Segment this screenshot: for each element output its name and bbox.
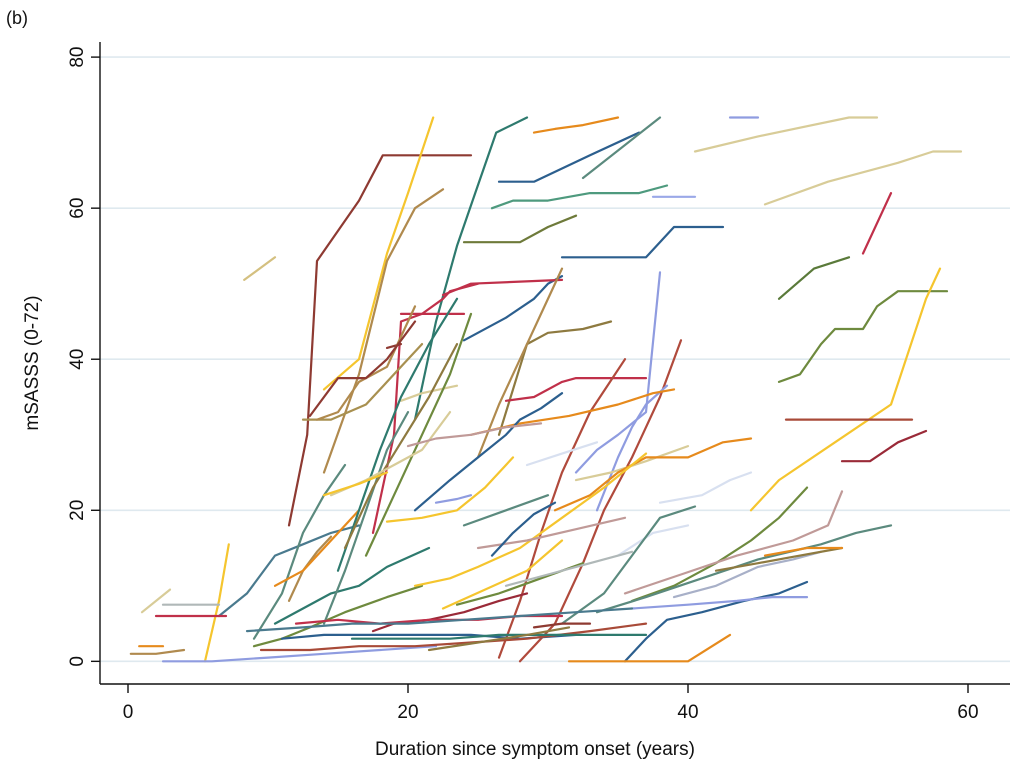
series-line <box>574 445 690 482</box>
y-tick-label: 20 <box>67 500 88 521</box>
series-line <box>287 154 473 527</box>
series-line <box>623 490 844 595</box>
series-line <box>322 116 435 391</box>
series-line <box>406 422 543 448</box>
series-line <box>630 486 809 603</box>
series-line <box>525 441 599 467</box>
series-line <box>371 592 529 633</box>
series-line <box>243 256 277 281</box>
ticks: 0 20 40 60 80 0 20 40 60 <box>67 47 979 723</box>
series-line <box>693 116 879 153</box>
series-line <box>322 188 445 474</box>
y-axis-title: mSASSS (0-72) <box>22 295 43 430</box>
series-line <box>616 524 690 557</box>
series-line <box>497 320 613 436</box>
series-line <box>462 214 578 244</box>
series-line <box>434 494 473 504</box>
gridlines <box>100 56 1010 663</box>
series-line <box>385 456 515 523</box>
series-line <box>476 516 627 550</box>
y-tick-label: 40 <box>67 349 88 370</box>
series-line <box>203 543 230 663</box>
series-line <box>763 150 963 206</box>
series-line <box>532 116 620 134</box>
series-line <box>672 550 823 599</box>
series-line <box>427 626 571 652</box>
series-line <box>490 184 669 210</box>
series-line <box>413 452 648 587</box>
series-line <box>413 392 564 512</box>
series-line <box>413 116 529 421</box>
series-line <box>763 546 844 557</box>
series-line <box>581 116 662 180</box>
series-line <box>252 584 424 648</box>
series-line <box>161 645 438 663</box>
x-tick-label: 40 <box>677 702 698 723</box>
series-line <box>469 388 676 436</box>
series-line <box>630 595 809 610</box>
series-line <box>658 471 753 504</box>
series-line <box>273 509 361 587</box>
series-line <box>441 539 564 610</box>
series-line <box>462 494 550 527</box>
series-line <box>567 633 732 663</box>
series-line <box>714 546 844 572</box>
series-line <box>273 546 431 625</box>
x-tick-label: 20 <box>397 702 418 723</box>
series-line <box>532 622 592 629</box>
panel-label: (b) <box>6 8 28 28</box>
series-line <box>399 384 459 402</box>
series-line <box>259 622 648 652</box>
series-line <box>343 343 459 550</box>
series-line <box>287 535 333 603</box>
series-line <box>497 131 641 183</box>
axes <box>99 42 1010 685</box>
series-line <box>336 297 459 572</box>
series-line <box>553 437 753 512</box>
y-tick-label: 80 <box>67 47 88 68</box>
series-line <box>840 429 928 463</box>
x-tick-label: 60 <box>957 702 978 723</box>
series-line <box>777 290 949 383</box>
series-line <box>129 648 186 655</box>
series-line <box>623 580 809 663</box>
x-axis-title: Duration since symptom onset (years) <box>375 739 695 760</box>
series-line <box>861 192 893 255</box>
series-line <box>371 282 480 535</box>
series-line <box>595 524 893 614</box>
series-line <box>252 463 347 640</box>
series-line <box>560 225 725 259</box>
series-line <box>322 471 389 497</box>
series-line <box>462 275 564 342</box>
series-line <box>497 358 627 659</box>
series-line <box>560 505 697 625</box>
series-line <box>322 411 410 625</box>
series-line <box>217 524 361 618</box>
series-line <box>777 256 851 300</box>
y-tick-label: 0 <box>67 656 88 667</box>
series-line <box>301 343 424 421</box>
x-tick-label: 0 <box>123 702 134 723</box>
series-line <box>140 588 172 614</box>
series-line <box>574 271 662 474</box>
series-line <box>749 267 942 512</box>
series-line <box>308 320 417 417</box>
series-lines <box>129 116 963 663</box>
series-line <box>595 384 669 512</box>
y-tick-label: 60 <box>67 198 88 219</box>
series-line <box>504 377 648 402</box>
series-line <box>490 501 557 557</box>
series-line <box>364 312 473 557</box>
series-line <box>245 607 634 633</box>
series-line <box>504 550 634 587</box>
series-line <box>350 633 648 640</box>
series-line <box>476 267 564 459</box>
